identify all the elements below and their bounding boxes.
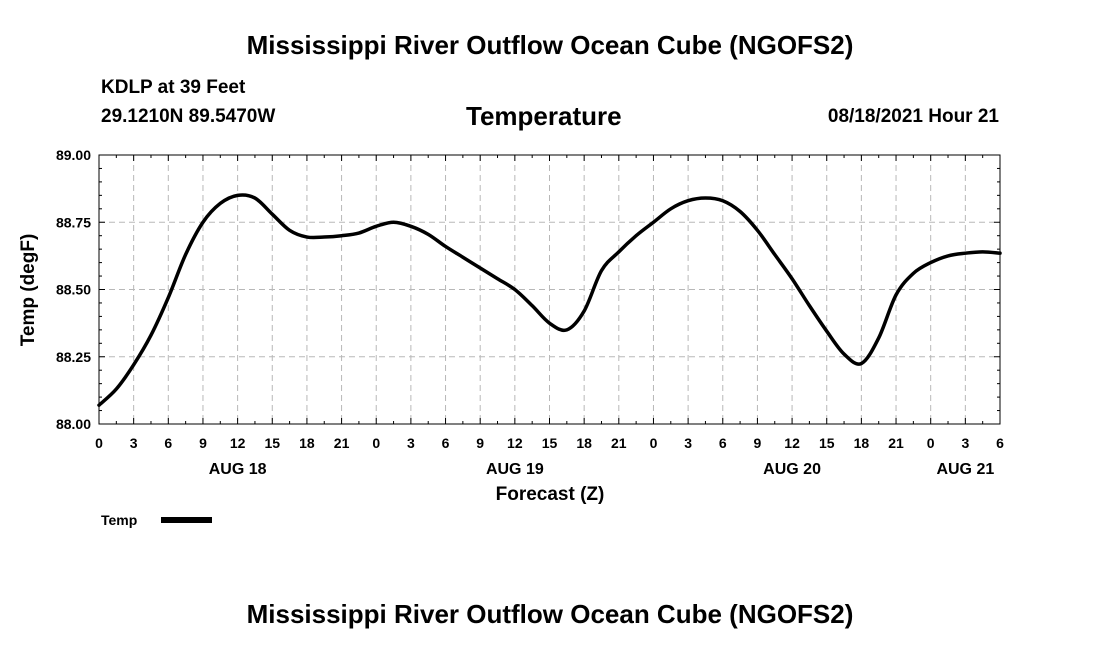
x-tick-label: 6 [719,435,727,451]
plot-frame [98,154,1001,425]
x-tick-label: 21 [611,435,627,451]
x-tick-label: 3 [407,435,415,451]
footer-title: Mississippi River Outflow Ocean Cube (NG… [246,599,854,629]
x-tick-label: 18 [576,435,592,451]
y-tick-label: 88.75 [56,214,91,230]
x-tick-label: 12 [230,435,246,451]
grid-lines [99,155,1000,424]
x-tick-label: 12 [784,435,800,451]
x-axis-title: Forecast (Z) [496,484,605,505]
x-day-label: AUG 20 [763,461,821,478]
station-coordinates: 29.1210N 89.5470W [101,106,276,127]
x-day-label: AUG 19 [486,461,544,478]
x-tick-label: 3 [684,435,692,451]
x-tick-label: 6 [164,435,172,451]
x-tick-label: 6 [442,435,450,451]
x-day-label: AUG 18 [209,461,267,478]
x-tick-label: 9 [754,435,762,451]
x-day-label: AUG 21 [936,461,994,478]
axis-labels: 0 3 6 9 12 15 18 21 0 3 6 9 12 15 18 21 0 3 6 9 12 15 18 21 0 3 6 8… [56,147,1004,478]
forecast-datetime: 08/18/2021 Hour 21 [827,106,999,127]
chart-title: Temperature [466,101,622,131]
x-tick-label: 6 [996,435,1004,451]
page-title: Mississippi River Outflow Ocean Cube (NG… [246,30,854,60]
x-tick-label: 15 [819,435,835,451]
station-label: KDLP at 39 Feet [101,77,246,98]
x-tick-label: 12 [507,435,523,451]
y-tick-label: 89.00 [56,147,91,163]
x-tick-label: 15 [264,435,280,451]
x-tick-label: 15 [542,435,558,451]
legend-label-temp: Temp [101,512,137,528]
x-tick-label: 9 [476,435,484,451]
x-tick-label: 3 [130,435,138,451]
x-tick-label: 3 [961,435,969,451]
x-tick-label: 0 [927,435,935,451]
x-tick-label: 18 [854,435,870,451]
x-tick-label: 18 [299,435,315,451]
x-tick-label: 9 [199,435,207,451]
y-tick-label: 88.00 [56,416,91,432]
x-tick-label: 21 [334,435,350,451]
x-tick-label: 21 [888,435,904,451]
x-tick-label: 0 [650,435,658,451]
y-tick-label: 88.25 [56,349,91,365]
x-tick-label: 0 [372,435,380,451]
x-tick-label: 0 [95,435,103,451]
y-axis-title: Temp (degF) [18,234,39,347]
y-tick-label: 88.50 [56,282,91,298]
series-line-temp [97,193,1002,407]
legend: Temp [101,512,212,528]
